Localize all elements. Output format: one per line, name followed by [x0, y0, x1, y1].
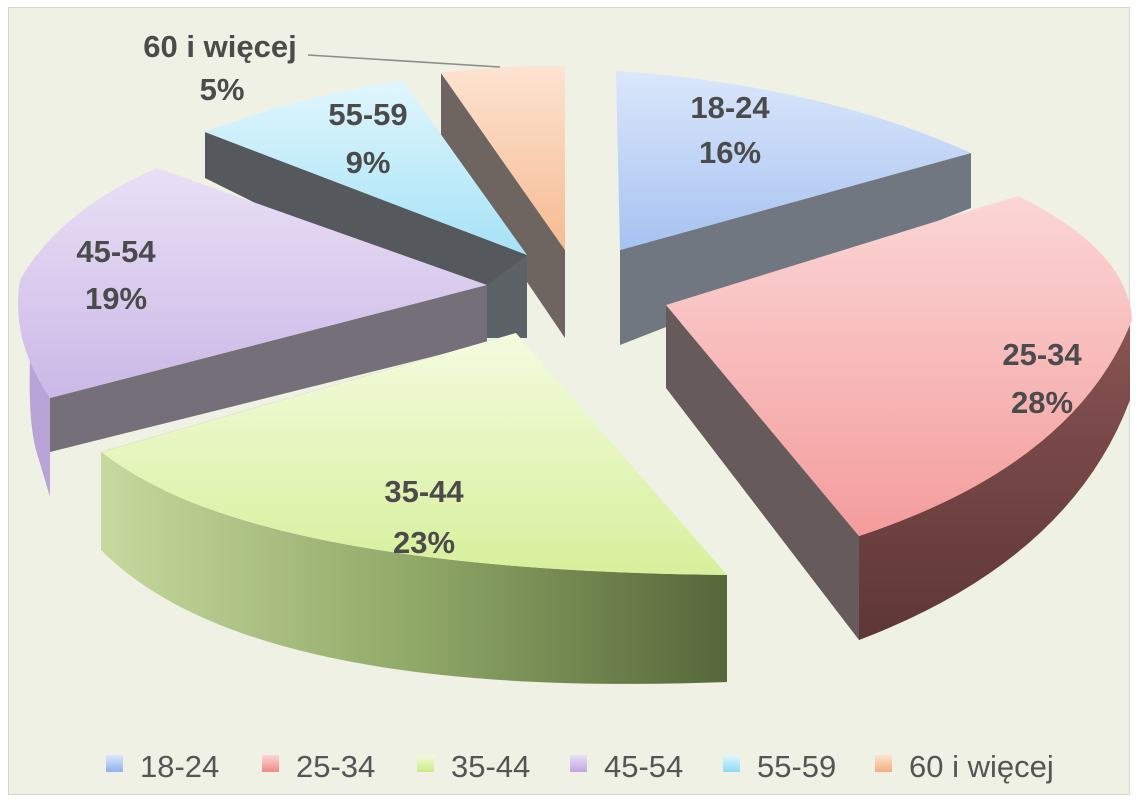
- slice-55-59-top: [205, 80, 527, 255]
- legend-swatch-55-59: [723, 755, 740, 772]
- slice-45-54: [18, 168, 487, 497]
- label-25-34-value: 28%: [1011, 385, 1073, 420]
- slice-35-44-curve: [101, 452, 727, 684]
- legend-label-35-44: 35-44: [451, 749, 530, 784]
- slice-60-i-wiecej-top: [441, 65, 565, 250]
- legend-swatch-18-24: [106, 755, 123, 772]
- label-45-54-value: 19%: [85, 281, 147, 316]
- legend-swatch-35-44: [417, 755, 434, 772]
- label-55-59-category: 55-59: [328, 97, 407, 132]
- slice-25-34-top: [666, 196, 1132, 536]
- legend-swatch-25-34: [262, 755, 279, 772]
- legend-swatch-60-i-wiecej: [875, 755, 892, 772]
- slice-25-34: [666, 196, 1132, 640]
- label-35-44-category: 35-44: [384, 474, 464, 509]
- slice-55-59-side-inner: [487, 255, 527, 338]
- legend-label-60-i-wiecej: 60 i więcej: [909, 749, 1054, 784]
- slice-18-24-top: [616, 71, 971, 250]
- slice-35-44: [101, 333, 727, 684]
- label-45-54-category: 45-54: [76, 234, 156, 269]
- slice-35-44-top: [101, 333, 727, 575]
- slice-25-34-side: [666, 305, 859, 640]
- label-60-i-wiecej-category: 60 i więcej: [143, 29, 296, 64]
- legend-label-25-34: 25-34: [296, 749, 375, 784]
- legend-label-45-54: 45-54: [604, 749, 683, 784]
- slice-45-54-top: [18, 168, 487, 398]
- label-18-24-category: 18-24: [690, 90, 770, 125]
- slice-60-i-wiecej: [441, 65, 565, 338]
- legend-swatch-45-54: [570, 755, 587, 772]
- slice-45-54-rim: [29, 360, 50, 497]
- label-25-34-category: 25-34: [1002, 337, 1082, 372]
- slice-25-34-curve: [859, 310, 1130, 640]
- legend-label-18-24: 18-24: [140, 749, 219, 784]
- label-60-i-wiecej-value: 5%: [200, 72, 245, 107]
- slice-60-i-wiecej-side: [441, 73, 565, 338]
- label-18-24-value: 16%: [699, 135, 761, 170]
- legend: 18-24 25-34 35-44 45-54 55-59 60 i więce…: [106, 749, 1054, 784]
- legend-label-55-59: 55-59: [757, 749, 836, 784]
- label-35-44-value: 23%: [393, 525, 455, 560]
- label-55-59-value: 9%: [346, 145, 391, 180]
- leader-line-60-i-wiecej: [307, 54, 501, 68]
- slice-45-54-side: [50, 285, 487, 452]
